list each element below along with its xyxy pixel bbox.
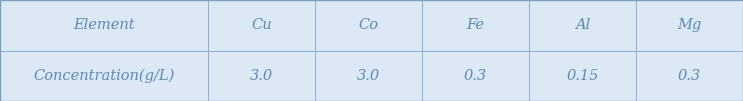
Text: Al: Al — [575, 18, 590, 32]
Bar — [208, 50, 315, 101]
Text: 3.0: 3.0 — [250, 69, 273, 83]
Bar — [529, 0, 636, 50]
Bar — [208, 0, 315, 50]
Bar — [636, 50, 743, 101]
Bar — [0, 50, 208, 101]
Text: Co: Co — [359, 18, 378, 32]
Text: Cu: Cu — [251, 18, 272, 32]
Bar — [529, 50, 636, 101]
Bar — [422, 0, 529, 50]
Bar — [0, 0, 208, 50]
Text: Concentration(g/L): Concentration(g/L) — [33, 69, 175, 83]
Text: 0.15: 0.15 — [566, 69, 599, 83]
Bar — [315, 0, 422, 50]
Bar — [422, 50, 529, 101]
Bar — [315, 50, 422, 101]
Text: 3.0: 3.0 — [357, 69, 380, 83]
Text: Mg: Mg — [678, 18, 701, 32]
Bar — [636, 0, 743, 50]
Text: 0.3: 0.3 — [464, 69, 487, 83]
Text: Fe: Fe — [467, 18, 484, 32]
Text: Element: Element — [74, 18, 134, 32]
Text: 0.3: 0.3 — [678, 69, 701, 83]
